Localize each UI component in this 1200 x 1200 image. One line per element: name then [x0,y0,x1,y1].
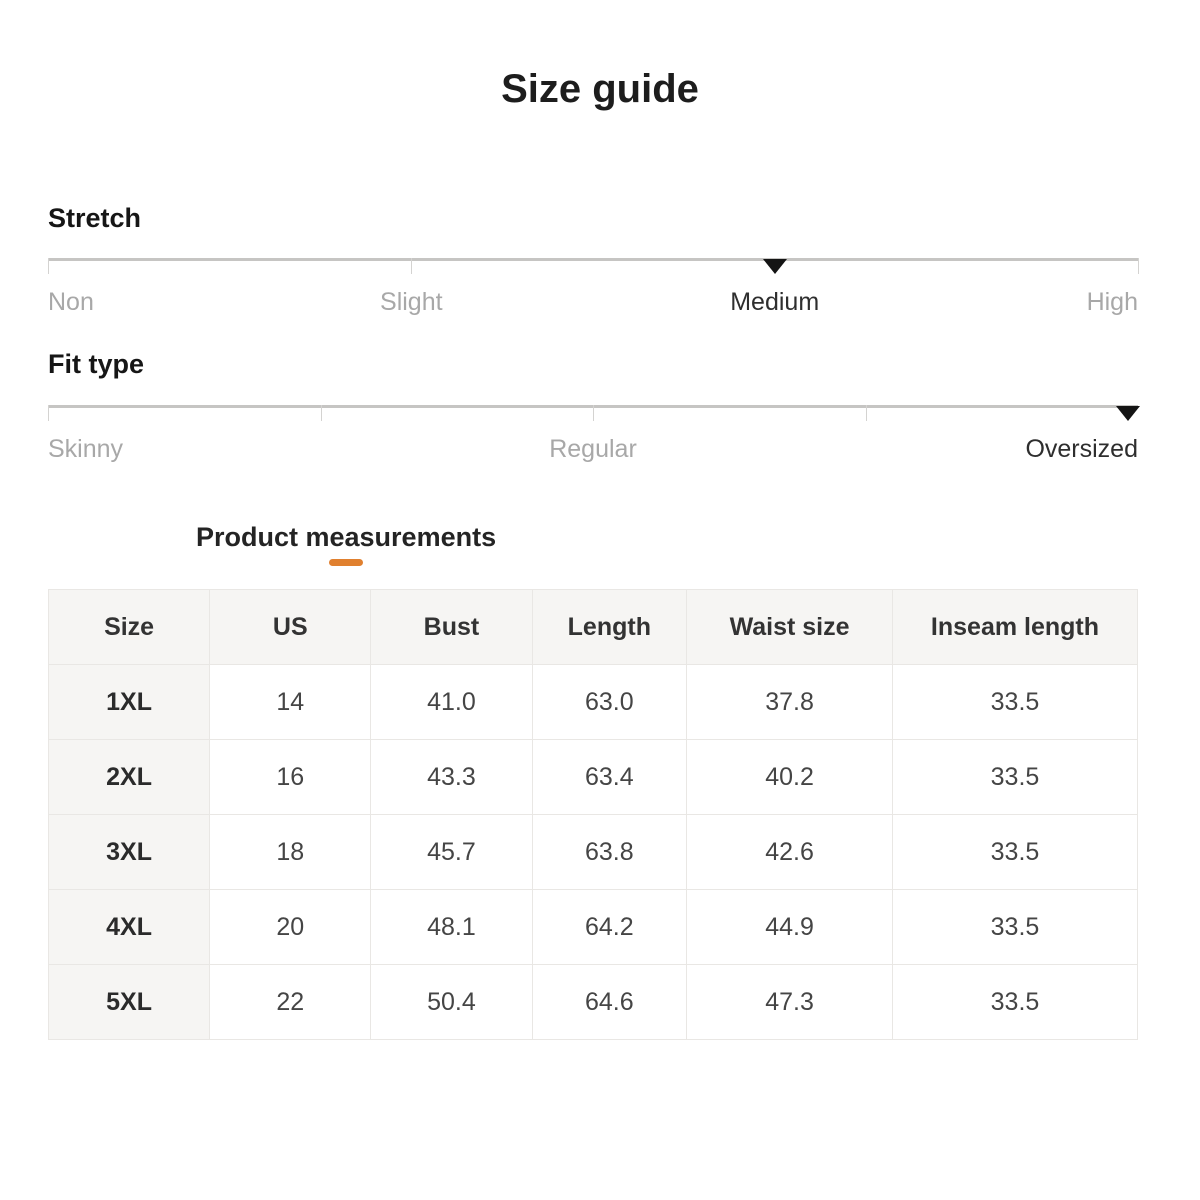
fit-type-label: Fit type [48,349,145,380]
slider-option-slight: Slight [380,288,443,317]
size-table-head-row: Size US Bust Length Waist size Inseam length [47,589,1139,666]
column-header-inseam-length: Inseam length [891,589,1139,666]
slider-option-medium: Medium [730,288,820,317]
stretch-label: Stretch [48,203,142,233]
table-row: 4XL 20 48.1 64.2 44.9 33.5 [47,889,1139,966]
value-cell: 48.1 [370,889,533,966]
slider-tick [320,404,322,421]
value-cell: 18 [209,814,372,891]
slider-tick [593,404,594,421]
value-cell: 42.6 [686,814,893,891]
slider-option-skinny: Skinny [48,434,124,463]
column-header-size: Size [47,589,211,666]
slider-labels: Non Slight Medium High [48,286,1138,318]
value-cell: 33.5 [891,814,1139,891]
size-cell: 1XL [47,664,211,741]
column-header-bust: Bust [370,589,533,666]
value-cell: 37.8 [686,664,893,741]
value-cell: 16 [209,739,372,816]
size-cell: 4XL [47,889,211,966]
slider-tick [865,404,867,421]
slider-scale [48,258,1139,275]
value-cell: 14 [209,664,372,741]
size-guide-content: Stretch Non Slight Medium High Fit type Ski… [0,202,1200,1041]
value-cell: 63.0 [531,664,688,741]
slider-tick [411,258,413,275]
value-cell: 20 [209,889,372,966]
slider-marker-triangle-icon [762,259,787,275]
size-cell: 3XL [47,814,211,891]
value-cell: 22 [209,964,372,1041]
slider-tick [48,404,49,421]
value-cell: 64.6 [531,964,688,1041]
table-row: 1XL 14 41.0 63.0 37.8 33.5 [47,664,1139,741]
slider-labels: Skinny Regular Oversized [48,433,1138,465]
slider-option-oversized: Oversized [1025,434,1138,463]
size-cell: 2XL [47,739,211,816]
slider-option-high: High [1086,288,1138,317]
page-title: Size guide [501,67,699,111]
size-cell: 5XL [47,964,211,1041]
tab-product-measurements[interactable]: Product measurements [196,521,497,567]
slider-marker-triangle-icon [1116,405,1140,421]
active-tab-underline [329,559,364,567]
table-row: 2XL 16 43.3 63.4 40.2 33.5 [47,739,1139,816]
slider-scale [48,404,1140,421]
column-header-length: Length [531,589,688,666]
value-cell: 33.5 [891,664,1139,741]
tab-product-measurements-label: Product measurements [196,521,497,552]
column-header-us: US [209,589,372,666]
slider-tick [1138,258,1139,275]
value-cell: 50.4 [370,964,533,1041]
slider-track [48,258,1138,262]
measurements-table: Size US Bust Length Waist size Inseam length … [47,589,1139,1041]
slider-tick [48,258,49,275]
column-header-waist-size: Waist size [686,589,893,666]
value-cell: 47.3 [686,964,893,1041]
value-cell: 45.7 [370,814,533,891]
value-cell: 33.5 [891,889,1139,966]
value-cell: 64.2 [531,889,688,966]
slider-option-non: Non [48,288,94,317]
value-cell: 41.0 [370,664,533,741]
table-row: 5XL 22 50.4 64.6 47.3 33.5 [47,964,1139,1041]
value-cell: 33.5 [891,739,1139,816]
value-cell: 63.8 [531,814,688,891]
stretch-slider: Stretch Non Slight Medium High [48,202,1139,318]
value-cell: 33.5 [891,964,1139,1041]
value-cell: 40.2 [686,739,893,816]
value-cell: 44.9 [686,889,893,966]
fit-type-slider: Fit type Skinny Regular Oversized [48,348,1140,465]
value-cell: 63.4 [531,739,688,816]
table-row: 3XL 18 45.7 63.8 42.6 33.5 [47,814,1139,891]
slider-option-regular: Regular [549,434,637,463]
value-cell: 43.3 [370,739,533,816]
size-table-body: 1XL 14 41.0 63.0 37.8 33.5 2XL 16 43.3 63.4 40.2 33… [47,664,1139,1041]
